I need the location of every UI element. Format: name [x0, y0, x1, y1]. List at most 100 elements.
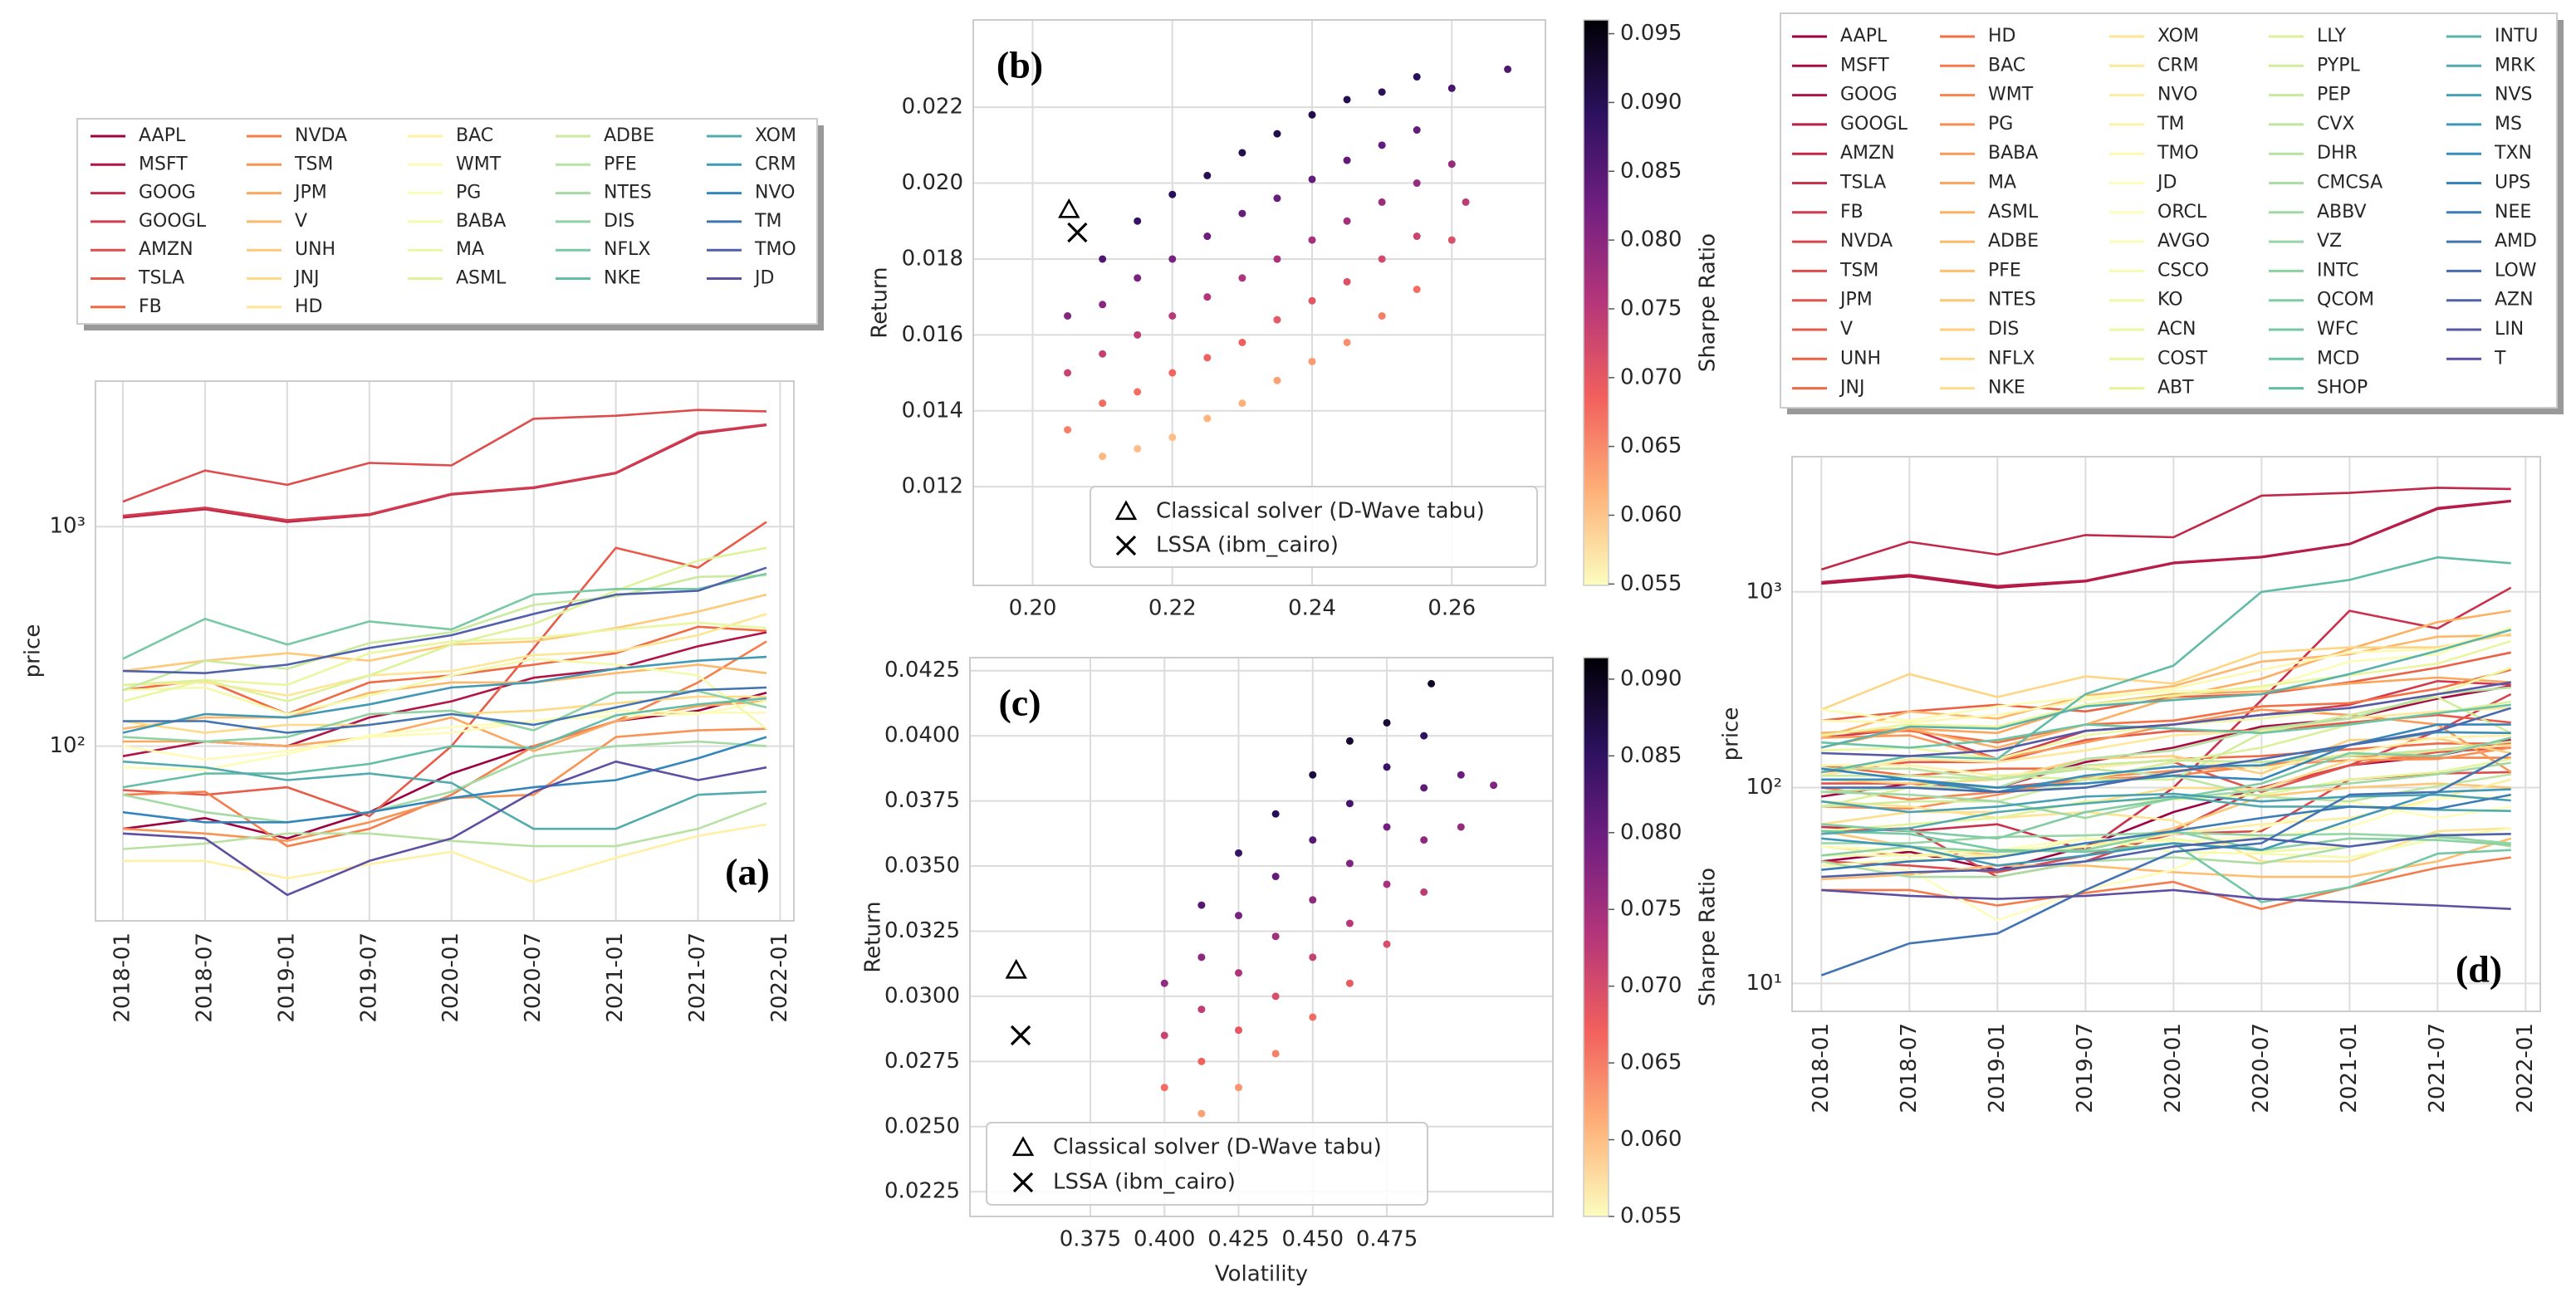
legend-label: HD — [295, 296, 322, 317]
portfolio-point — [1309, 953, 1317, 962]
legend-label: JNJ — [293, 268, 319, 289]
y-axis-label: price — [1719, 707, 1744, 761]
legend-label: UNH — [295, 239, 335, 260]
legend-label: ADBE — [604, 125, 654, 146]
price-line — [1821, 707, 2511, 777]
x-marker — [1067, 222, 1088, 243]
colorbar-tick-label: 0.075 — [1620, 897, 1682, 922]
portfolio-point — [1203, 171, 1212, 179]
portfolio-point — [1134, 274, 1142, 282]
legend-label: AMZN — [139, 239, 193, 260]
portfolio-point — [1345, 737, 1354, 745]
portfolio-point — [1064, 426, 1072, 434]
portfolio-point — [1447, 84, 1456, 92]
price-line — [122, 655, 767, 734]
legend-label: JD — [753, 268, 774, 289]
portfolio-point — [1309, 896, 1317, 904]
legend-label: JPM — [1839, 290, 1873, 311]
x-tick-label: 2022-01 — [2513, 1023, 2538, 1113]
price-line — [1821, 676, 2511, 749]
legend-label: ORCL — [2157, 202, 2207, 223]
portfolio-point — [1378, 141, 1386, 149]
portfolio-point — [1447, 236, 1456, 244]
legend-label: ASML — [1988, 202, 2039, 223]
y-tick-label: 0.0275 — [884, 1049, 960, 1074]
y-tick-label: 0.0300 — [884, 983, 960, 1008]
y-tick-label: 0.0350 — [884, 854, 960, 878]
x-tick-label: 2018-01 — [1809, 1023, 1834, 1113]
portfolio-point — [1134, 330, 1142, 339]
colorbar-tick-label: 0.080 — [1620, 228, 1682, 252]
portfolio-point — [1308, 357, 1316, 365]
legend-label: ABBV — [2317, 202, 2367, 223]
legend-label: TSM — [1839, 260, 1878, 281]
portfolio-point — [1378, 198, 1386, 206]
portfolio-point — [1420, 836, 1428, 844]
portfolio-point — [1413, 232, 1421, 241]
legend-label: CRM — [755, 154, 796, 174]
y-tick-label: 0.018 — [902, 246, 963, 271]
portfolio-point — [1343, 277, 1351, 286]
price-line — [1821, 856, 2511, 910]
colorbar — [1583, 19, 1609, 586]
portfolio-point — [1428, 679, 1436, 688]
portfolio-point — [1345, 919, 1354, 927]
price-line — [122, 566, 767, 674]
portfolio-point — [1238, 338, 1246, 346]
price-line — [122, 736, 767, 824]
legend-label: ACN — [2157, 319, 2196, 340]
legend-label: NFLX — [604, 239, 650, 260]
legend-label: AVGO — [2157, 231, 2210, 252]
portfolio-point — [1271, 1050, 1280, 1058]
legend-label: LSSA (ibm_cairo) — [1156, 533, 1339, 558]
legend-label: NVDA — [295, 125, 347, 146]
portfolio-point — [1273, 255, 1281, 263]
legend-label: AAPL — [1840, 26, 1888, 46]
y-tick-label: 0.020 — [902, 170, 963, 195]
portfolio-point — [1383, 823, 1391, 831]
legend-label: BABA — [456, 211, 506, 232]
legend-label: ASML — [456, 268, 507, 289]
portfolio-point — [1197, 1109, 1206, 1118]
y-tick-label: 10² — [1746, 775, 1782, 800]
legend-label: XOM — [755, 125, 796, 146]
legend-label: UNH — [1840, 348, 1881, 369]
price-line — [1821, 703, 2511, 749]
price-line — [122, 546, 767, 702]
legend-label: GOOGL — [139, 211, 207, 232]
x-tick-label: 2020-07 — [2249, 1023, 2274, 1113]
price-line — [1821, 888, 2511, 910]
price-line — [1821, 734, 2511, 777]
legend-label: T — [2494, 348, 2506, 369]
legend-box — [1090, 486, 1538, 568]
panel: 0.0225 0.0250 0.0275 0.0300 0.0325 0.0350 0.03… — [861, 657, 1721, 1287]
y-tick-label: 0.0325 — [884, 918, 960, 943]
portfolio-point — [1309, 836, 1317, 844]
portfolio-point — [1271, 932, 1280, 941]
portfolio-point — [1099, 301, 1107, 309]
colorbar-tick-label: 0.090 — [1620, 666, 1682, 691]
portfolio-point — [1197, 953, 1206, 962]
x-tick-label: 0.375 — [1060, 1227, 1121, 1252]
legend-label: BAC — [1988, 55, 2025, 76]
price-line — [1821, 737, 2512, 840]
price-line — [122, 572, 767, 660]
x-tick-label: 0.20 — [1009, 596, 1057, 621]
price-line — [122, 760, 767, 830]
price-line — [123, 823, 767, 883]
portfolio-point — [1420, 732, 1428, 740]
legend-label: MSFT — [139, 154, 188, 174]
triangle-marker — [1058, 198, 1080, 218]
portfolio-point — [1343, 338, 1351, 346]
triangle-marker — [1005, 958, 1027, 979]
price-line — [122, 423, 767, 521]
portfolio-point — [1168, 311, 1177, 320]
legend-label: KO — [2157, 290, 2183, 311]
legend-label: ABT — [2157, 378, 2194, 399]
x-tick-label: 2019-07 — [2073, 1023, 2098, 1113]
price-line — [1821, 723, 2511, 789]
portfolio-point — [1203, 354, 1212, 362]
legend-label: NEE — [2495, 202, 2531, 223]
panel: 10¹ 10² 10³ 2018-01 2018-07 2019-01 2019-07 202… — [1719, 456, 2541, 1113]
